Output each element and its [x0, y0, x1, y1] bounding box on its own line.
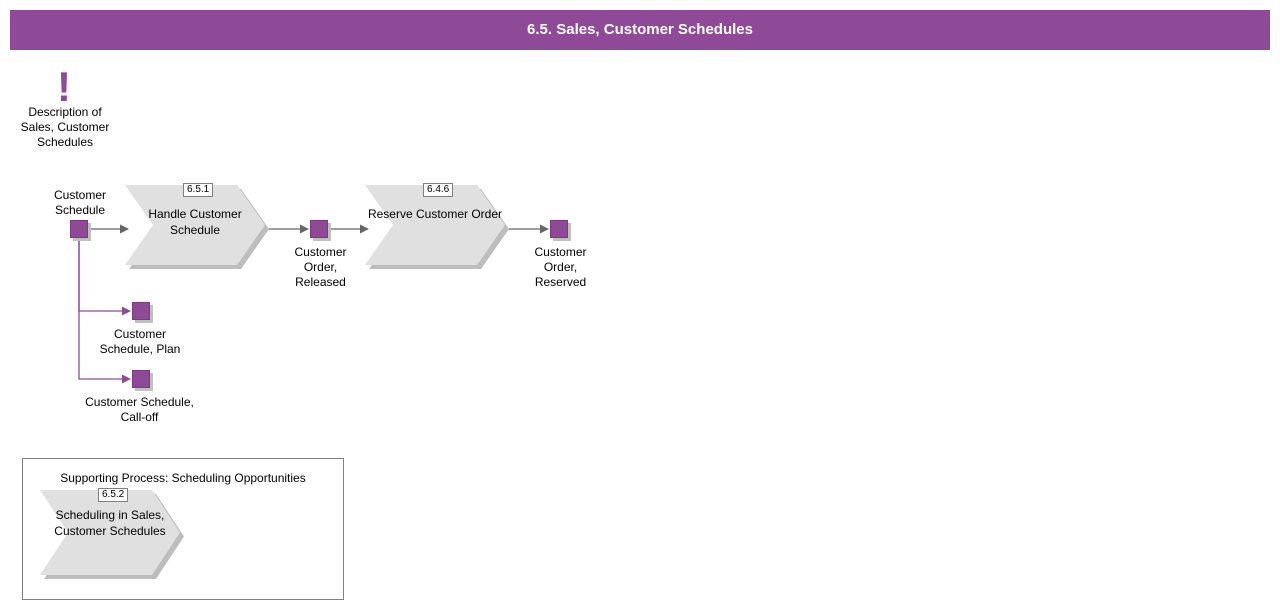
- node-label-customer-schedule-plan: Customer Schedule, Plan: [90, 327, 190, 357]
- node-label-customer-order-reserved: Customer Order, Reserved: [518, 245, 603, 290]
- description-text: Description of Sales, Customer Schedules: [10, 105, 120, 150]
- process-label-handle: Handle Customer Schedule: [125, 207, 265, 238]
- node-customer-schedule-calloff[interactable]: [132, 370, 150, 388]
- node-label-customer-schedule-calloff: Customer Schedule, Call-off: [82, 395, 197, 425]
- process-tag-scheduling: 6.5.2: [98, 488, 128, 502]
- process-scheduling-in-sales[interactable]: 6.5.2 Scheduling in Sales, Customer Sche…: [40, 490, 180, 575]
- process-tag-reserve: 6.4.6: [423, 183, 453, 197]
- node-label-customer-order-released: Customer Order, Released: [278, 245, 363, 290]
- page-title: 6.5. Sales, Customer Schedules: [527, 21, 753, 38]
- process-label-reserve: Reserve Customer Order: [365, 207, 505, 223]
- process-tag-handle: 6.5.1: [183, 183, 213, 197]
- process-label-scheduling: Scheduling in Sales, Customer Schedules: [40, 508, 180, 539]
- node-customer-schedule-plan[interactable]: [132, 302, 150, 320]
- supporting-process-title: Supporting Process: Scheduling Opportuni…: [23, 471, 343, 485]
- diagram-canvas: { "colors": { "header_bg": "#8e4a97", "p…: [0, 0, 1280, 610]
- process-handle-customer-schedule[interactable]: 6.5.1 Handle Customer Schedule: [125, 185, 265, 265]
- page-title-bar: 6.5. Sales, Customer Schedules: [10, 10, 1270, 50]
- exclamation-icon: !: [57, 72, 71, 102]
- node-label-customer-schedule: Customer Schedule: [40, 188, 120, 218]
- process-reserve-customer-order[interactable]: 6.4.6 Reserve Customer Order: [365, 185, 505, 265]
- node-customer-order-reserved[interactable]: [550, 220, 568, 238]
- node-customer-schedule[interactable]: [70, 220, 88, 238]
- node-customer-order-released[interactable]: [310, 220, 328, 238]
